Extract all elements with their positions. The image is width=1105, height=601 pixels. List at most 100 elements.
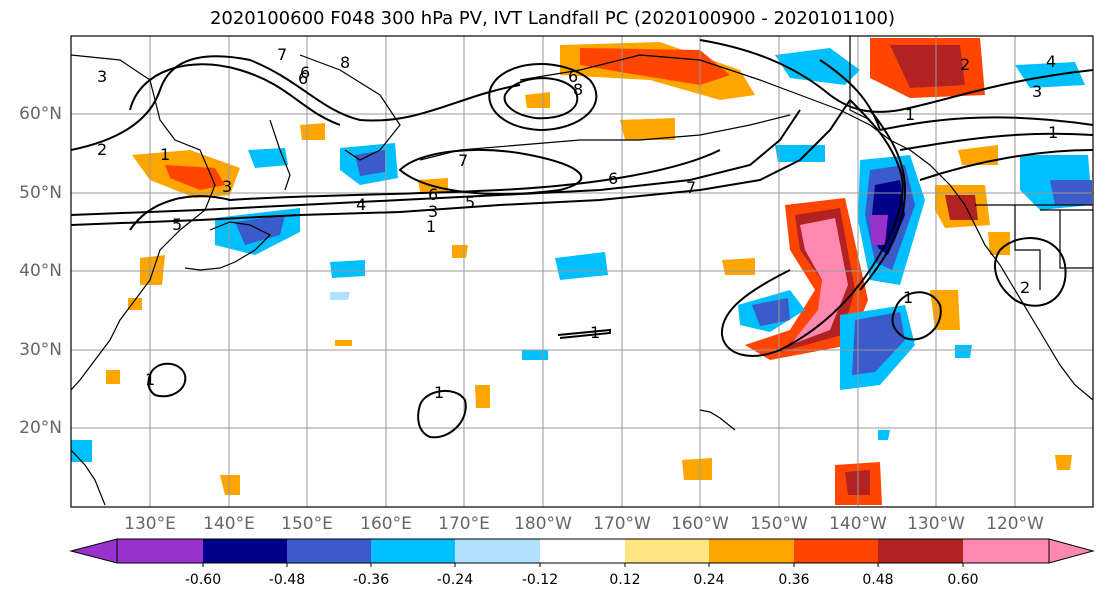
shade-gulf-negative-2 [775,145,825,162]
contour-label: 8 [340,53,350,72]
contour-label: 3 [222,177,232,196]
shade-small-negative-8 [878,430,890,440]
colorbar-bin [625,539,709,563]
contour-label: 3 [97,67,107,86]
contour-label: 6 [298,69,308,88]
shade-small-positive-7 [106,370,120,384]
border-states-2 [1040,209,1093,269]
contour-north-2 [879,116,1094,131]
contour-north-3 [899,132,1094,151]
lat-label: 30°N [19,340,62,360]
colorbar-bin [878,539,963,563]
coast-kamchatka [299,54,401,161]
contour-label: 1 [160,145,170,164]
contour-upper-1 [70,55,521,151]
lon-label: 170°W [593,514,651,534]
shade-gulf-negative [775,48,860,85]
map-gridlines [71,36,1093,507]
shade-small-positive-16 [1055,455,1072,470]
shade-small-positive-6 [335,340,352,346]
contour-label: 2 [97,140,107,159]
colorbar-tick-label: -0.60 [184,572,222,588]
shade-japan-positive-core [165,165,225,190]
shade-small-positive-1 [300,123,325,140]
shade-kuril-negative-core [355,150,385,176]
lon-label: 140°E [203,514,255,534]
lon-label: 130°E [124,514,176,534]
contour-label: 7 [277,45,287,64]
colorbar-outline [116,538,1050,564]
shade-small-positive-2 [140,255,165,285]
lat-label: 50°N [19,183,62,203]
colorbar-bin [794,539,878,563]
colorbar-tick-label: 0.24 [693,572,725,588]
colorbar-bin [540,539,625,563]
contour-ring-1 [488,63,598,132]
shade-ep-negative-sw-core [752,298,790,326]
colorbar-bin [203,539,287,563]
colorbar-tick-label: -0.36 [352,572,390,588]
contour-label: 5 [465,193,475,212]
shade-small-positive-9 [525,92,550,108]
border-alaska-canada [849,36,871,121]
lon-label: 160°E [360,514,412,534]
lat-label: 20°N [19,418,62,438]
contour-label: 4 [1046,52,1056,71]
colorbar-tick-label: -0.24 [436,572,474,588]
contour-upper-2 [129,63,341,126]
contour-segment-mid [557,328,611,339]
contour-label: 3 [428,202,438,221]
ivt-anomaly-shading [71,38,1092,505]
contour-5 [129,149,721,231]
shade-small-negative-4 [71,440,92,462]
colorbar-tick-label: -0.48 [268,572,306,588]
contour-label: 1 [903,288,913,307]
lon-label: 150°W [750,514,808,534]
shade-small-positive-8 [220,475,240,495]
contour-label: 7 [458,151,468,170]
contour-label: 6 [300,63,310,82]
border-states-1 [1014,205,1041,290]
shade-ca-positive-2 [988,232,1010,255]
shade-oregon-positive-core [945,195,978,220]
contour-3 [70,109,801,216]
shade-small-positive-10 [620,118,675,140]
shade-ca-positive [930,290,960,330]
coast-philippines [70,449,106,506]
lon-label: 170°E [438,514,490,534]
shade-small-negative-3 [330,292,350,300]
contour-center-7 [398,149,583,195]
lon-label: 160°W [671,514,729,534]
contour-north-1 [699,39,1094,113]
colorbar-ticks [202,563,964,567]
coast-japan [184,221,272,271]
shade-bering-positive-core [580,48,730,85]
contour-label: 6 [568,67,578,86]
plot-frame [70,35,1094,508]
contour-1-south [70,99,851,226]
shade-small-negative-6 [522,350,548,360]
contour-label: 4 [356,195,366,214]
lat-label: 40°N [19,261,62,281]
contour-east-2 [859,109,907,291]
coast-bc [909,149,1094,401]
contour-label: 1 [905,105,915,124]
shade-small-positive-13 [682,458,712,480]
colorbar-tick-label: 0.12 [609,572,641,588]
colorbar-tick-label: 0.60 [947,572,979,588]
coast-asia [70,54,216,391]
contour-circle-se [891,291,942,341]
lon-label: 140°W [829,514,887,534]
contour-circle-ca [994,237,1067,307]
contour-circle-sw [417,389,467,439]
contour-label: 2 [960,55,970,74]
colorbar [69,538,1095,567]
shade-small-positive-12 [475,385,490,408]
colorbar-bin [455,539,540,563]
lon-label: 130°W [907,514,965,534]
shade-small-positive-4 [452,245,468,258]
colorbar-bin [963,539,1049,563]
shade-small-negative-5 [555,252,608,280]
shade-small-positive-3 [128,298,142,310]
contour-circle-w [147,362,187,398]
